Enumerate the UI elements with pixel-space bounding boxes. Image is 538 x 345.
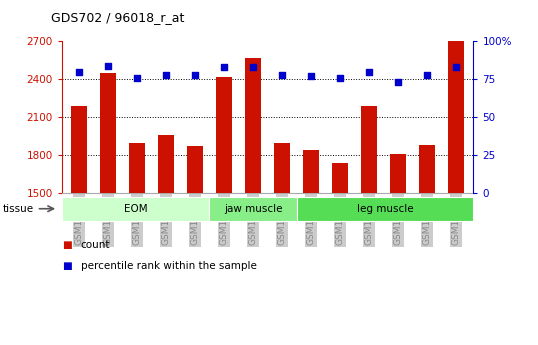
Bar: [216, 77, 232, 193]
Bar: [187, 146, 203, 193]
Point: [394, 80, 402, 85]
Text: jaw muscle: jaw muscle: [224, 204, 282, 214]
Point: [220, 65, 229, 70]
Text: leg muscle: leg muscle: [357, 204, 414, 214]
Bar: [419, 145, 435, 193]
Bar: [100, 73, 116, 193]
Text: ■: ■: [62, 240, 72, 250]
Point: [191, 72, 200, 78]
Text: percentile rank within the sample: percentile rank within the sample: [81, 261, 257, 270]
Point: [307, 73, 315, 79]
Bar: [129, 142, 145, 193]
Bar: [303, 150, 319, 193]
Point: [336, 75, 344, 81]
Bar: [361, 106, 377, 193]
Point: [75, 69, 83, 75]
Bar: [245, 58, 261, 193]
Bar: [448, 41, 464, 193]
Point: [162, 72, 171, 78]
FancyBboxPatch shape: [297, 197, 473, 221]
Point: [104, 63, 112, 68]
FancyBboxPatch shape: [62, 197, 209, 221]
Point: [365, 69, 373, 75]
Point: [249, 65, 258, 70]
FancyBboxPatch shape: [209, 197, 297, 221]
Bar: [332, 163, 348, 193]
Bar: [390, 154, 406, 193]
Point: [133, 75, 141, 81]
Point: [423, 72, 431, 78]
Bar: [72, 106, 87, 193]
Text: EOM: EOM: [124, 204, 147, 214]
Text: GDS702 / 96018_r_at: GDS702 / 96018_r_at: [51, 11, 185, 24]
Text: count: count: [81, 240, 110, 250]
Point: [278, 72, 286, 78]
Text: ■: ■: [62, 261, 72, 270]
Bar: [158, 135, 174, 193]
Bar: [274, 142, 290, 193]
Text: tissue: tissue: [3, 204, 34, 214]
Point: [452, 65, 461, 70]
